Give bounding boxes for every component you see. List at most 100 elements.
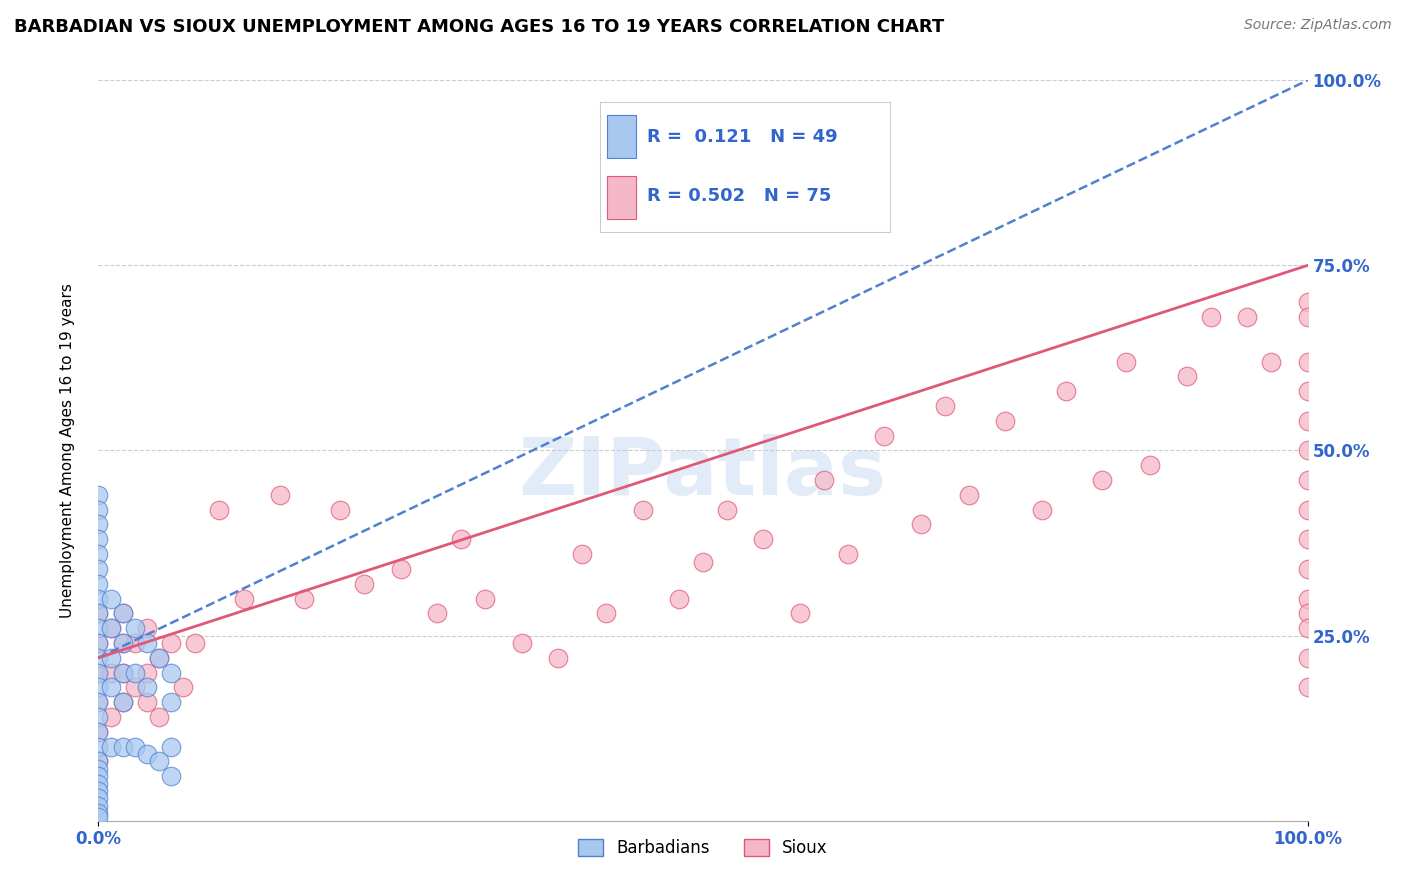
- Point: [87, 665, 110, 680]
- Point: [1296, 414, 1319, 428]
- Point: [837, 547, 859, 561]
- Point: [1296, 354, 1319, 368]
- Y-axis label: Unemployment Among Ages 16 to 19 years: Unemployment Among Ages 16 to 19 years: [60, 283, 75, 618]
- Point: [111, 607, 134, 621]
- Point: [100, 621, 122, 635]
- Point: [135, 636, 157, 650]
- Point: [87, 665, 110, 680]
- Point: [87, 762, 110, 776]
- Point: [1296, 607, 1319, 621]
- Point: [571, 547, 593, 561]
- Point: [934, 399, 956, 413]
- Point: [135, 695, 157, 709]
- Point: [208, 502, 231, 516]
- Point: [100, 710, 122, 724]
- Point: [1199, 310, 1222, 325]
- Point: [87, 739, 110, 754]
- Point: [135, 665, 157, 680]
- Point: [87, 591, 110, 606]
- Point: [87, 710, 110, 724]
- Point: [111, 695, 134, 709]
- Point: [87, 576, 110, 591]
- Point: [752, 533, 775, 547]
- Point: [595, 607, 617, 621]
- Point: [87, 755, 110, 769]
- Point: [87, 650, 110, 665]
- Point: [1115, 354, 1137, 368]
- Point: [87, 533, 110, 547]
- Point: [269, 488, 291, 502]
- Point: [329, 502, 352, 516]
- Point: [111, 665, 134, 680]
- Point: [910, 517, 932, 532]
- Point: [100, 621, 122, 635]
- Point: [426, 607, 449, 621]
- Point: [1296, 621, 1319, 635]
- Point: [111, 607, 134, 621]
- Point: [100, 650, 122, 665]
- Point: [160, 739, 183, 754]
- Point: [87, 547, 110, 561]
- Point: [692, 555, 714, 569]
- Point: [87, 695, 110, 709]
- Point: [111, 636, 134, 650]
- Point: [87, 636, 110, 650]
- Point: [160, 769, 183, 783]
- Point: [124, 681, 146, 695]
- Point: [1296, 384, 1319, 399]
- Point: [160, 695, 183, 709]
- Point: [87, 755, 110, 769]
- Point: [124, 665, 146, 680]
- Point: [100, 591, 122, 606]
- Point: [1296, 533, 1319, 547]
- Point: [668, 591, 690, 606]
- Point: [1091, 473, 1114, 487]
- Point: [716, 502, 738, 516]
- Point: [111, 695, 134, 709]
- Point: [87, 769, 110, 783]
- Point: [1296, 650, 1319, 665]
- Point: [510, 636, 533, 650]
- Point: [148, 710, 170, 724]
- Point: [135, 681, 157, 695]
- Point: [135, 621, 157, 635]
- Point: [1296, 443, 1319, 458]
- Point: [1296, 591, 1319, 606]
- Point: [87, 791, 110, 805]
- Point: [389, 562, 412, 576]
- Legend: Barbadians, Sioux: Barbadians, Sioux: [572, 832, 834, 864]
- Point: [87, 502, 110, 516]
- Point: [547, 650, 569, 665]
- Text: Source: ZipAtlas.com: Source: ZipAtlas.com: [1244, 18, 1392, 32]
- Point: [957, 488, 980, 502]
- Point: [135, 747, 157, 761]
- Point: [232, 591, 254, 606]
- Point: [87, 724, 110, 739]
- Point: [450, 533, 472, 547]
- Point: [1236, 310, 1258, 325]
- Point: [148, 650, 170, 665]
- Point: [100, 681, 122, 695]
- Point: [87, 607, 110, 621]
- Point: [1296, 295, 1319, 310]
- Point: [813, 473, 835, 487]
- Point: [474, 591, 496, 606]
- Point: [87, 621, 110, 635]
- Point: [789, 607, 811, 621]
- Point: [100, 739, 122, 754]
- Point: [87, 607, 110, 621]
- Point: [1175, 369, 1198, 384]
- Point: [111, 739, 134, 754]
- Point: [87, 798, 110, 813]
- Point: [100, 665, 122, 680]
- Point: [184, 636, 207, 650]
- Point: [124, 636, 146, 650]
- Point: [160, 665, 183, 680]
- Point: [1139, 458, 1161, 473]
- Point: [292, 591, 315, 606]
- Point: [111, 665, 134, 680]
- Point: [994, 414, 1017, 428]
- Point: [87, 806, 110, 821]
- Point: [172, 681, 194, 695]
- Point: [87, 488, 110, 502]
